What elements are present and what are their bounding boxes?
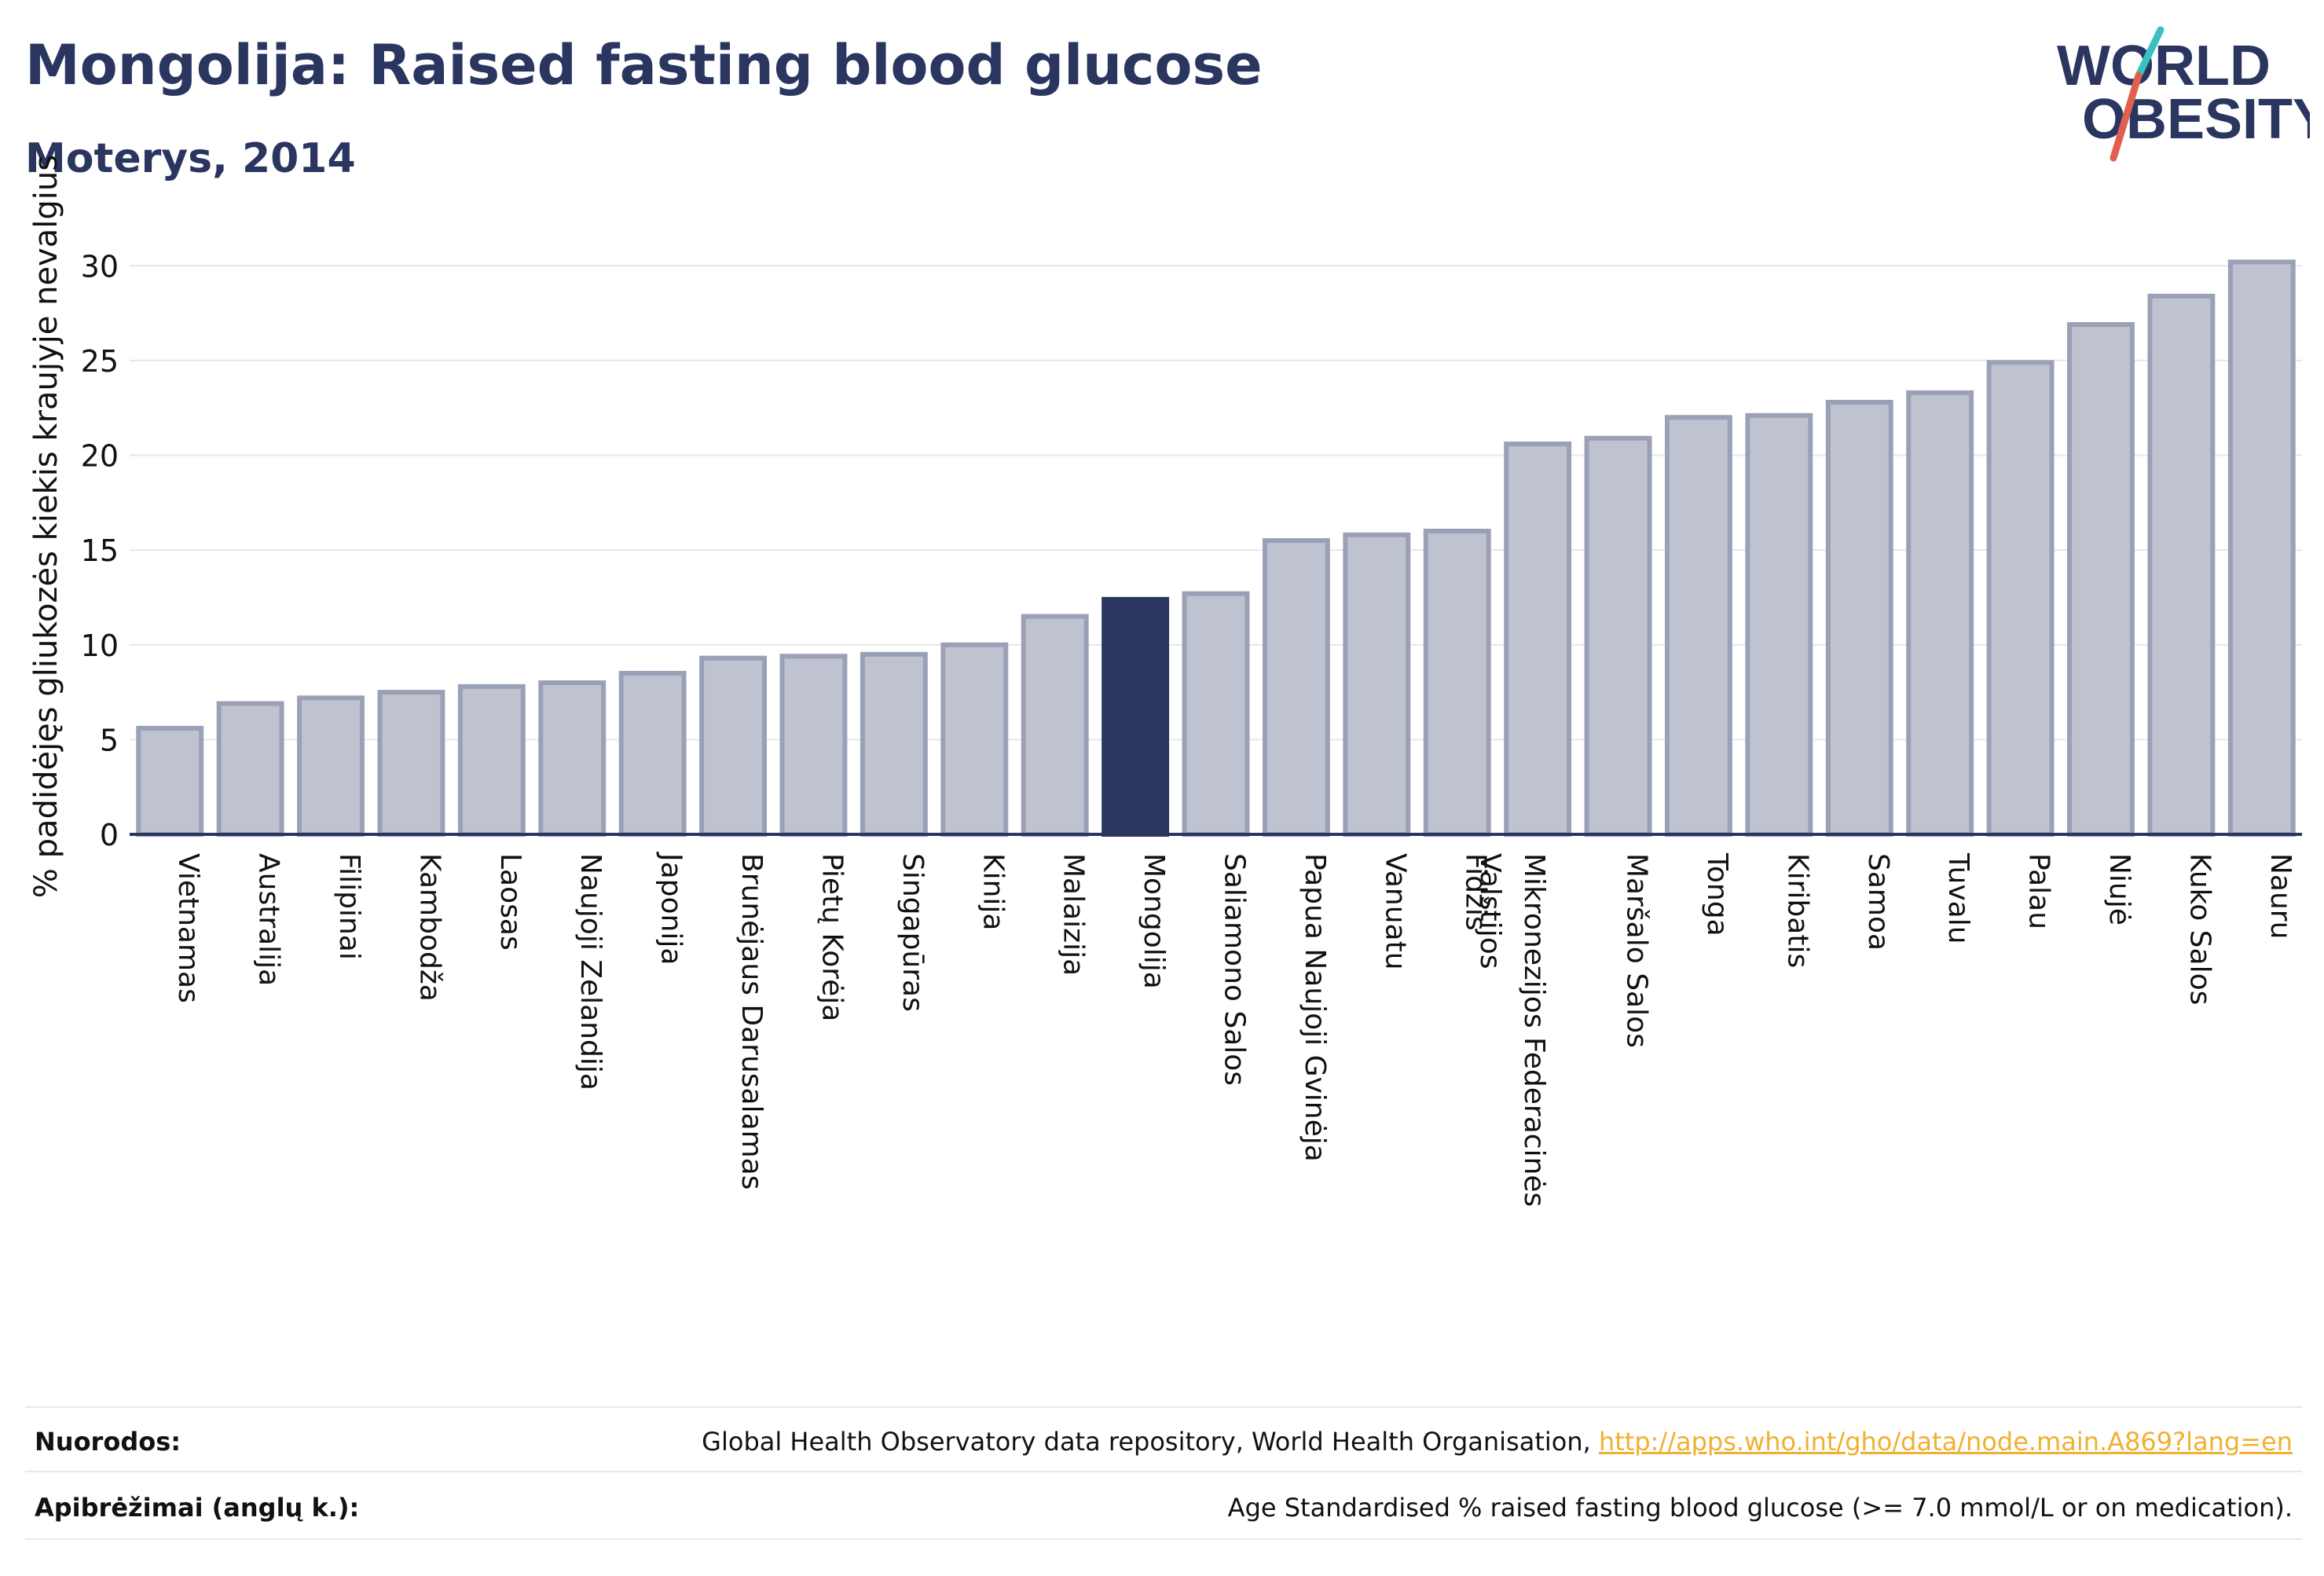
x-tick-label: Japonija [655, 852, 687, 965]
bar-saliamono-salos [1182, 591, 1250, 837]
logo-slash-red [2110, 71, 2143, 162]
x-tick-label: Kinija [977, 853, 1009, 931]
x-tick-label: Vietnamas [172, 853, 204, 1003]
x-tick-label: Mongolija [1138, 853, 1170, 989]
x-tick-label: Nauru [2264, 853, 2297, 939]
x-tick-label: Vanuatu [1379, 853, 1411, 970]
bar-vanuatu [1343, 532, 1411, 837]
x-tick-label: Papua Naujoji Gvinėja [1299, 853, 1331, 1162]
bar-nauru [2227, 259, 2296, 837]
chart-title: Mongolija: Raised fasting blood glucose [25, 33, 1263, 97]
bar-kinija [940, 642, 1009, 837]
bar-mikronezijos-federacinės-valstijos [1504, 442, 1572, 837]
chart-subtitle: Moterys, 2014 [25, 135, 356, 182]
x-tick-label: Samoa [1862, 853, 1894, 951]
bar-filipinai [297, 695, 365, 837]
y-tick-label: 0 [100, 818, 119, 852]
bar-tuvalu [1906, 390, 1974, 837]
bar-niujė [2067, 322, 2135, 837]
bar-pietų-korėja [779, 654, 848, 837]
x-tick-label: Singapūras [896, 853, 929, 1012]
x-tick-label: Palau [2023, 853, 2055, 929]
bar-tonga [1665, 415, 1732, 837]
bar-japonija [618, 670, 687, 837]
x-tick-label: Laosas [494, 853, 526, 951]
y-tick-label: 15 [81, 533, 119, 568]
bar-mongolija [1102, 596, 1170, 837]
bar-maršalo-salos [1584, 435, 1652, 837]
x-tick-label: Kambodža [413, 853, 445, 1002]
x-tick-label: Niujė [2103, 853, 2135, 925]
sources-label: Nuorodos: [35, 1427, 181, 1457]
y-tick-label: 10 [81, 629, 119, 663]
bar-kambodža [377, 690, 445, 837]
x-tick-label: Naujoji Zelandija [574, 853, 607, 1090]
x-tick-label: Pietų Korėja [816, 853, 848, 1021]
bar-kiribatis [1745, 412, 1813, 837]
definitions-text: Age Standardised % raised fasting blood … [1227, 1493, 2293, 1523]
bar-palau [1986, 360, 2055, 837]
x-tick-label: Kiribatis [1781, 853, 1813, 968]
bar-singapūras [860, 651, 928, 837]
sources-text: Global Health Observatory data repositor… [702, 1427, 2293, 1457]
logo-line-1: WORLD [2057, 35, 2271, 97]
sources-description: Global Health Observatory data repositor… [702, 1427, 1599, 1457]
axes: 0 5 10 15 20 25 30 Vietnamas Australija Filipinai… [81, 249, 2302, 1207]
footer-definitions: Apibrėžimai (anglų k.): Age Standardised… [25, 1471, 2302, 1540]
bar-malaizija [1021, 614, 1089, 837]
x-tick-label: Filipinai [333, 853, 365, 960]
bar-australija [216, 701, 284, 837]
sources-link[interactable]: http://apps.who.int/gho/data/node.main.A… [1598, 1427, 2293, 1457]
bar-papua-naujoji-gvinėja [1262, 538, 1330, 837]
world-obesity-logo: WORLD OBESITY [2057, 26, 2310, 162]
x-tick-label: Maršalo Salos [1621, 853, 1653, 1048]
x-tick-label: Fidžis [1460, 853, 1492, 931]
y-tick-label: 5 [100, 723, 119, 757]
bar-brunėjaus-darusalamas [699, 655, 767, 837]
y-axis-label: % padidėjęs gliukozės kiekis kraujyje ne… [28, 155, 64, 898]
x-tick-label: Tonga [1701, 852, 1733, 936]
x-tick-label: Malaizija [1058, 853, 1090, 976]
x-tick-label: Brunėjaus Darusalamas [735, 853, 768, 1190]
x-tick-label: Tuvalu [1942, 852, 1974, 944]
x-tick-label: Kuko Salos [2183, 853, 2216, 1005]
footer-sources: Nuorodos: Global Health Observatory data… [25, 1406, 2302, 1472]
x-tick-label: Saliamono Salos [1219, 853, 1251, 1086]
y-tick-label: 30 [81, 249, 119, 284]
definitions-label: Apibrėžimai (anglų k.): [35, 1493, 360, 1523]
bar-kuko-salos [2147, 293, 2216, 837]
y-tick-label: 20 [81, 439, 119, 474]
bars [136, 259, 2296, 837]
bar-samoa [1825, 399, 1893, 837]
bar-laosas [457, 684, 526, 837]
bar-vietnamas [136, 725, 204, 837]
y-tick-label: 25 [81, 344, 119, 379]
bar-naujoji-zelandija [538, 680, 607, 837]
x-tick-label: Mikronezijos FederacinėsValstijos [1474, 853, 1550, 1207]
x-tick-label: Australija [253, 853, 285, 986]
bar-fidžis [1423, 529, 1491, 837]
logo-slash-teal [2135, 26, 2165, 79]
bar-chart: 0 5 10 15 20 25 30 Vietnamas Australija Filipinai… [28, 155, 2302, 1207]
